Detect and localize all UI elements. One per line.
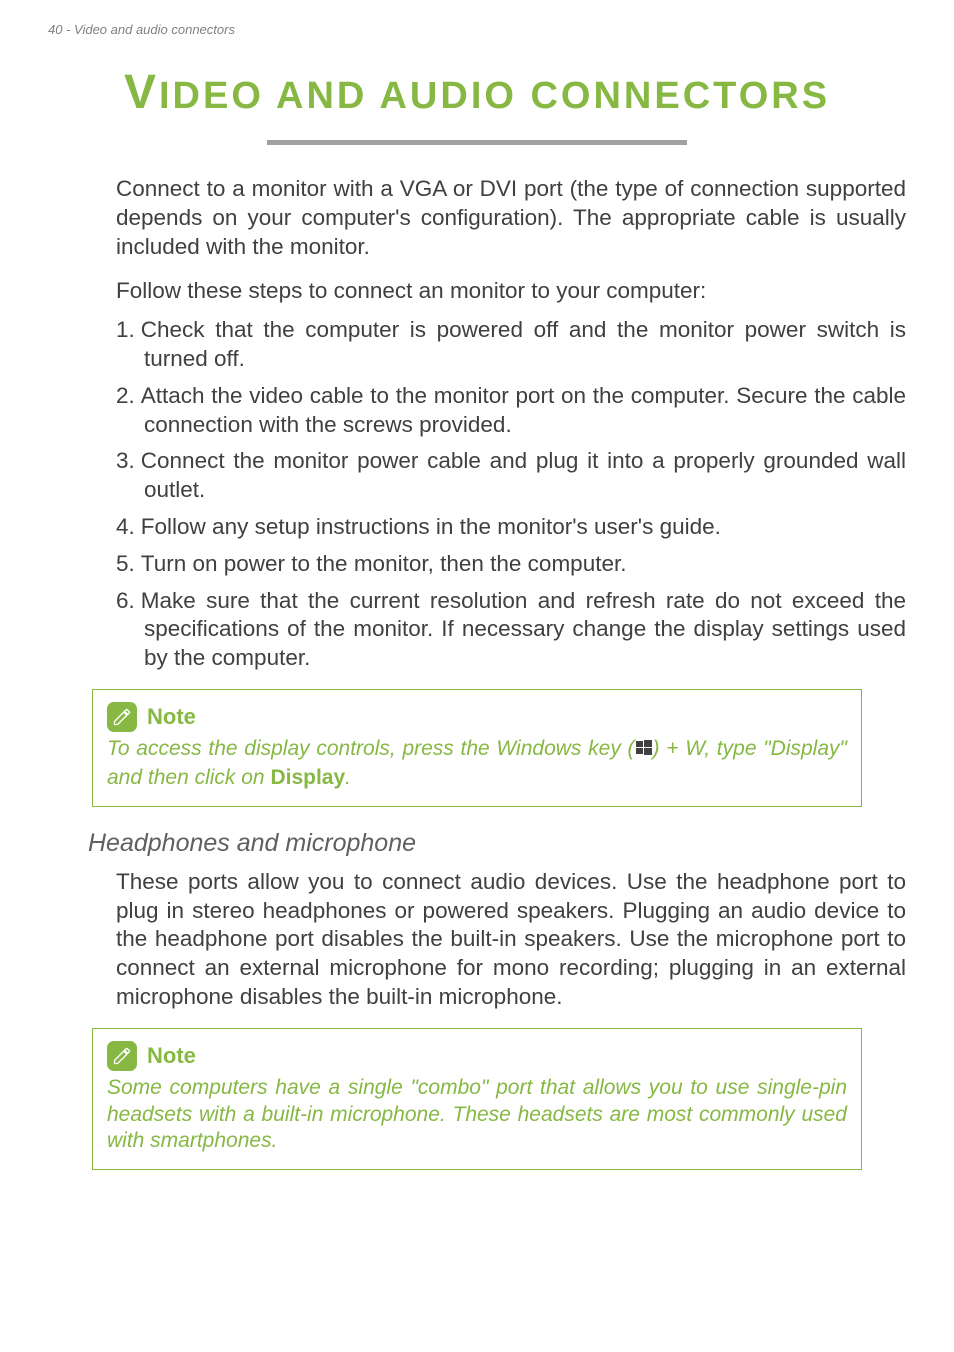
step-item: Follow any setup instructions in the mon… [116, 513, 906, 542]
note-box-2: Note Some computers have a single "combo… [92, 1028, 862, 1171]
note-title: Note [147, 1043, 196, 1069]
note-head: Note [107, 702, 847, 732]
page-header: 40 - Video and audio connectors [48, 22, 906, 37]
intro-para-2: Follow these steps to connect an monitor… [116, 277, 906, 306]
pencil-icon [112, 707, 132, 727]
title-wrap: VIDEO AND AUDIO CONNECTORS [48, 65, 906, 130]
note-body-pre: To access the display controls, press th… [107, 737, 635, 760]
note-title: Note [147, 704, 196, 730]
step-item: Turn on power to the monitor, then the c… [116, 550, 906, 579]
step-item: Make sure that the current resolution an… [116, 587, 906, 673]
note-icon [107, 1041, 137, 1071]
title-first-letter: V [124, 66, 159, 119]
intro-para-1: Connect to a monitor with a VGA or DVI p… [116, 175, 906, 261]
note-body-end: . [345, 766, 351, 789]
step-item: Connect the monitor power cable and plug… [116, 447, 906, 505]
title-rest: IDEO AND AUDIO CONNECTORS [159, 75, 830, 117]
subheading-headphones: Headphones and microphone [88, 829, 906, 858]
note-body-1: To access the display controls, press th… [107, 736, 847, 792]
steps-list: Check that the computer is powered off a… [116, 316, 906, 673]
note-box-1: Note To access the display controls, pre… [92, 689, 862, 807]
note-icon [107, 702, 137, 732]
headphones-para: These ports allow you to connect audio d… [116, 868, 906, 1012]
note-head: Note [107, 1041, 847, 1071]
pencil-icon [112, 1046, 132, 1066]
step-item: Check that the computer is powered off a… [116, 316, 906, 374]
windows-key-icon [635, 738, 653, 765]
page-title: VIDEO AND AUDIO CONNECTORS [124, 65, 830, 130]
note-body-2: Some computers have a single "combo" por… [107, 1075, 847, 1156]
note-body-bold: Display [270, 766, 345, 789]
title-rule [267, 140, 687, 145]
step-item: Attach the video cable to the monitor po… [116, 382, 906, 440]
